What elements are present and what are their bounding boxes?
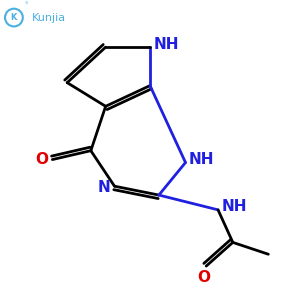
Text: NH: NH [154,37,179,52]
Text: N: N [98,180,110,195]
Text: NH: NH [189,152,214,167]
Text: Kunjia: Kunjia [32,13,66,22]
Text: O: O [35,152,49,167]
Text: K: K [11,13,17,22]
Text: NH: NH [222,200,247,214]
Text: O: O [197,270,210,285]
Text: °: ° [24,3,28,9]
